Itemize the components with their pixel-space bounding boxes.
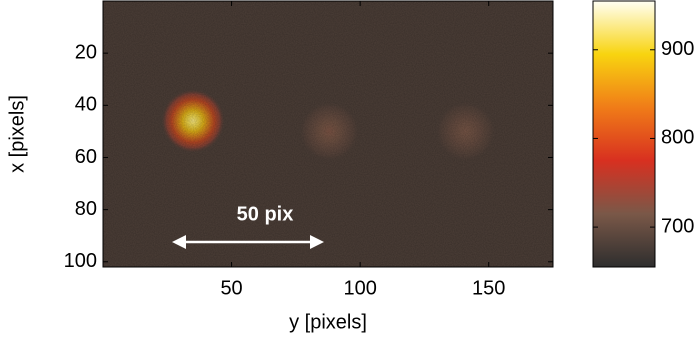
colorbar-tick-label: 900 xyxy=(661,38,694,60)
colorbar xyxy=(593,1,655,267)
plot-frame xyxy=(102,0,554,268)
annotation: 50 pix xyxy=(237,203,294,225)
colorbar-tick-label: 700 xyxy=(661,215,694,237)
y-tick-label: 80 xyxy=(75,198,97,220)
scale-arrow xyxy=(172,235,324,249)
colorbar-tick-label: 800 xyxy=(661,127,694,149)
x-tick-label: 100 xyxy=(343,277,376,299)
x-axis-label: y [pixels] xyxy=(289,311,367,333)
y-tick-label: 20 xyxy=(75,41,97,63)
y-tick-label: 60 xyxy=(75,146,97,168)
y-tick-label: 100 xyxy=(64,250,97,272)
noise-texture xyxy=(103,1,553,267)
y-tick-label: 40 xyxy=(75,94,97,116)
x-tick-label: 150 xyxy=(472,277,505,299)
colorbar-frame xyxy=(592,0,656,268)
x-tick-label: 50 xyxy=(220,277,242,299)
y-axis-label: x [pixels] xyxy=(6,95,28,173)
